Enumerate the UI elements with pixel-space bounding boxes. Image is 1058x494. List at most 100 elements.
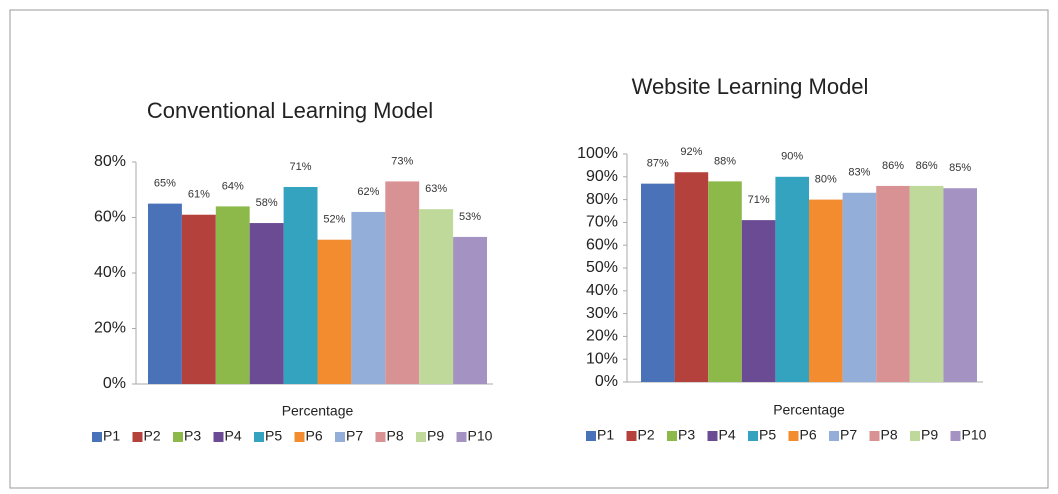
data-label: 65% <box>154 178 176 190</box>
legend-swatch <box>173 432 183 442</box>
data-label: 86% <box>882 160 904 172</box>
legend-swatch <box>667 431 677 441</box>
data-label: 52% <box>323 214 345 226</box>
legend-label: P9 <box>921 427 938 443</box>
y-tick-label: 60% <box>586 236 618 253</box>
bar <box>351 211 386 384</box>
bar <box>453 236 487 384</box>
y-tick-label: 80% <box>94 153 126 170</box>
legend-swatch <box>910 431 920 441</box>
legend-label: P7 <box>840 427 857 443</box>
bar <box>741 220 776 382</box>
chart-title: Website Learning Model <box>632 74 869 99</box>
legend-label: P7 <box>346 428 363 444</box>
bar <box>842 192 877 382</box>
bar <box>775 176 809 382</box>
legend-swatch <box>92 432 102 442</box>
legend-swatch <box>254 432 264 442</box>
x-axis-category: Percentage <box>282 403 354 419</box>
legend-label: P4 <box>225 428 242 444</box>
y-tick-label: 80% <box>586 191 618 208</box>
bar <box>876 185 910 382</box>
legend-swatch <box>748 431 758 441</box>
y-tick-label: 100% <box>577 145 618 162</box>
bar <box>641 183 675 382</box>
data-label: 71% <box>290 161 312 173</box>
data-label: 73% <box>391 155 413 167</box>
data-label: 88% <box>714 155 736 167</box>
legend-label: P2 <box>144 428 161 444</box>
y-tick-label: 30% <box>586 305 618 322</box>
legend-label: P8 <box>881 427 898 443</box>
data-label: 83% <box>848 167 870 179</box>
data-label: 87% <box>647 158 669 170</box>
legend-swatch <box>586 431 596 441</box>
legend-swatch <box>456 432 467 442</box>
y-tick-label: 20% <box>94 320 126 337</box>
legend-label: P6 <box>306 428 323 444</box>
legend-label: P5 <box>759 427 776 443</box>
bar <box>909 185 944 382</box>
legend-label: P10 <box>468 428 493 444</box>
data-label: 85% <box>949 162 971 174</box>
legend-label: P1 <box>103 428 120 444</box>
legend-swatch <box>829 431 839 441</box>
y-tick-label: 70% <box>586 214 618 231</box>
data-label: 63% <box>425 183 447 195</box>
data-label: 86% <box>916 160 938 172</box>
legend-swatch <box>869 431 880 441</box>
bar <box>215 206 250 384</box>
frame <box>9 9 1049 489</box>
legend-label: P2 <box>638 427 655 443</box>
legend-label: P4 <box>719 427 736 443</box>
legend-swatch <box>335 432 345 442</box>
y-tick-label: 20% <box>586 328 618 345</box>
y-tick-label: 60% <box>94 209 126 226</box>
bar <box>674 172 709 382</box>
y-tick-label: 90% <box>586 168 618 185</box>
data-label: 64% <box>222 180 244 192</box>
legend-label: P6 <box>800 427 817 443</box>
bar <box>943 188 977 382</box>
data-label: 61% <box>188 189 210 201</box>
y-tick-label: 40% <box>586 282 618 299</box>
y-tick-label: 40% <box>94 264 126 281</box>
data-label: 71% <box>748 194 770 206</box>
bar <box>317 239 352 384</box>
legend-label: P9 <box>427 428 444 444</box>
y-tick-label: 0% <box>595 373 618 390</box>
legend-swatch <box>213 432 224 442</box>
y-tick-label: 50% <box>586 259 618 276</box>
y-tick-label: 0% <box>103 375 126 392</box>
legend-swatch <box>294 432 305 442</box>
bar <box>385 181 420 384</box>
bar <box>249 223 284 384</box>
legend-swatch <box>707 431 718 441</box>
legend-swatch <box>416 432 426 442</box>
y-tick-label: 10% <box>586 350 618 367</box>
legend-swatch <box>375 432 386 442</box>
legend-swatch <box>626 431 637 441</box>
data-label: 92% <box>680 146 702 158</box>
x-axis-category: Percentage <box>773 402 845 418</box>
bar <box>419 209 454 384</box>
legend-swatch <box>950 431 961 441</box>
bar <box>708 181 742 382</box>
data-label: 62% <box>357 186 379 198</box>
legend-label: P3 <box>678 427 695 443</box>
legend-label: P5 <box>265 428 282 444</box>
legend-swatch <box>788 431 799 441</box>
bar <box>809 199 843 382</box>
legend-label: P8 <box>387 428 404 444</box>
data-label: 80% <box>815 174 837 186</box>
data-label: 53% <box>459 211 481 223</box>
legend-label: P3 <box>184 428 201 444</box>
chart-title: Conventional Learning Model <box>147 98 433 123</box>
bar <box>181 214 216 384</box>
data-label: 58% <box>256 197 278 209</box>
bar <box>283 186 318 384</box>
bar <box>148 203 182 384</box>
legend-label: P10 <box>962 427 987 443</box>
data-label: 90% <box>781 151 803 163</box>
